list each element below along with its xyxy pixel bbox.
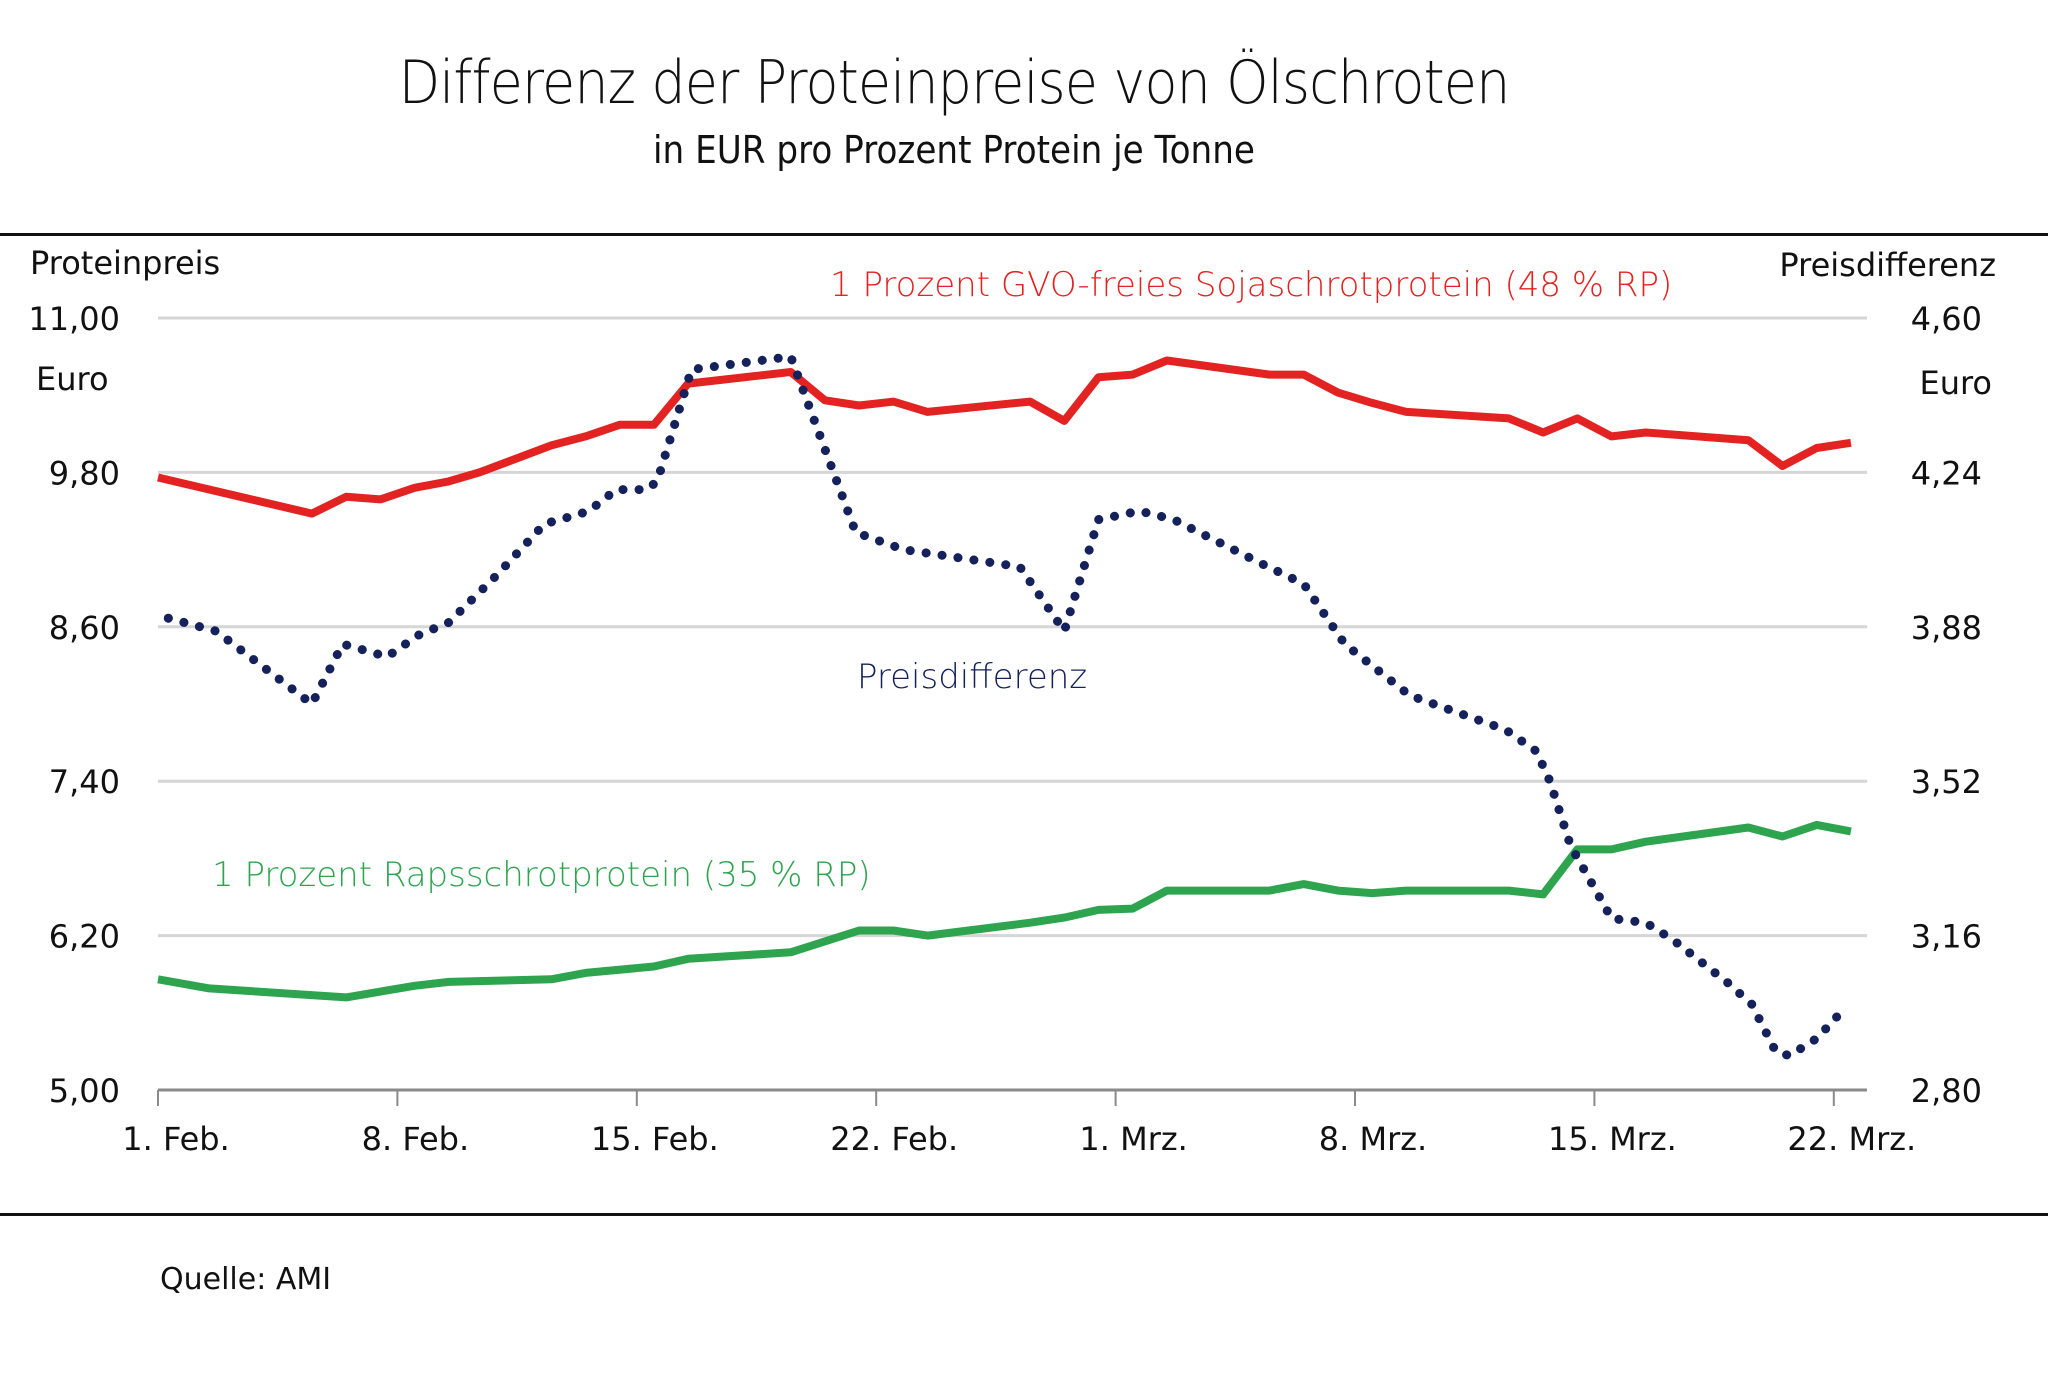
x-tick-label: 22. Feb. <box>830 1120 958 1158</box>
right-axis-unit: Euro <box>1919 364 1992 402</box>
right-tick-label: 3,52 <box>1911 763 1982 801</box>
series-annotation: Preisdifferenz <box>857 657 1087 697</box>
x-axis: 1. Feb. 8. Feb. 15. Feb. 22. Feb. 1. Mrz. 8. … <box>122 1088 1916 1158</box>
x-tick-label: 15. Mrz. <box>1548 1120 1677 1158</box>
right-tick-label: 3,16 <box>1911 918 1982 956</box>
x-tick-label: 8. Mrz. <box>1319 1120 1427 1158</box>
left-axis-title: Proteinpreis <box>30 244 221 282</box>
right-tick-label: 4,24 <box>1911 454 1982 492</box>
annotations: 1 Prozent GVO-freies Sojaschrotprotein (… <box>212 265 1672 895</box>
bottom-divider <box>0 1213 2048 1216</box>
left-tick-label: 6,20 <box>49 918 120 956</box>
x-tick-label: 15. Feb. <box>591 1120 719 1158</box>
x-tick-label: 22. Mrz. <box>1787 1120 1916 1158</box>
left-tick-label: 5,00 <box>49 1072 120 1110</box>
gridlines <box>158 316 1867 938</box>
left-tick-label: 11,00 <box>28 300 120 338</box>
left-axis-unit: Euro <box>36 360 109 398</box>
left-y-axis: 11,00 9,80 8,60 7,40 6,20 5,00 <box>28 300 120 1110</box>
left-tick-label: 9,80 <box>49 454 120 492</box>
top-divider <box>0 233 2048 236</box>
x-tick-label: 1. Mrz. <box>1079 1120 1187 1158</box>
source-note: Quelle: AMI <box>160 1262 332 1297</box>
series-annotation: 1 Prozent Rapsschrotprotein (35 % RP) <box>212 855 871 895</box>
series-line-price-difference <box>163 352 1846 1061</box>
chart-subtitle: in EUR pro Prozent Protein je Tonne <box>653 128 1255 172</box>
chart-title: Differenz der Proteinpreise von Ölschrot… <box>398 48 1511 118</box>
series-line-rapeseed <box>157 820 1852 1002</box>
left-tick-label: 7,40 <box>49 763 120 801</box>
right-tick-label: 2,80 <box>1911 1072 1982 1110</box>
x-tick-label: 1. Feb. <box>122 1120 230 1158</box>
left-tick-label: 8,60 <box>49 609 120 647</box>
right-y-axis: 4,60 4,24 3,88 3,52 3,16 2,80 <box>1911 300 1982 1110</box>
series-group <box>157 352 1852 1061</box>
right-tick-label: 4,60 <box>1911 300 1982 338</box>
x-tick-label: 8. Feb. <box>362 1120 470 1158</box>
right-axis-title: Preisdifferenz <box>1779 246 1996 284</box>
series-annotation: 1 Prozent GVO-freies Sojaschrotprotein (… <box>830 265 1672 305</box>
right-tick-label: 3,88 <box>1911 609 1982 647</box>
series-line-soy <box>157 356 1852 518</box>
